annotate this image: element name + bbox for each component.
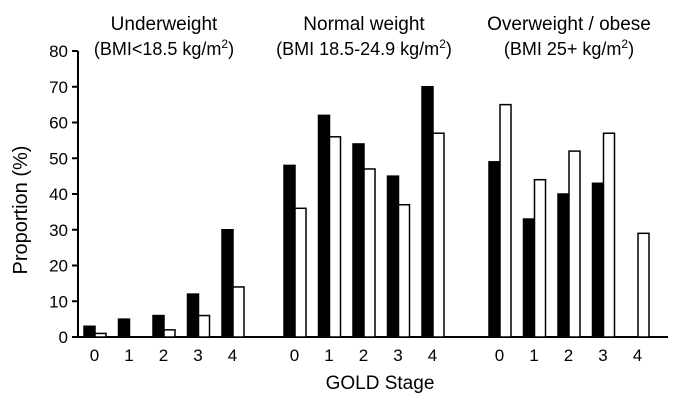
- y-tick-label-30: 30: [49, 221, 68, 240]
- group-0: [83, 229, 245, 338]
- x-axis-label: GOLD Stage: [326, 373, 435, 394]
- x-tick-label-g0-3: 3: [193, 346, 202, 365]
- bar-group0-filled-cat0: [83, 325, 96, 338]
- x-tick-label-g1-4: 4: [428, 346, 437, 365]
- x-tick-label-g2-1: 1: [529, 346, 538, 365]
- group-subtitle-1: (BMI 18.5-24.9 kg/m2): [276, 37, 452, 59]
- bar-group0-filled-cat3: [186, 293, 200, 338]
- bar-group2-filled-cat1: [522, 218, 536, 338]
- group-subtitle-0: (BMI<18.5 kg/m2): [94, 37, 234, 59]
- bar-group0-open-cat0: [94, 332, 107, 338]
- y-axis-label: Proportion (%): [10, 146, 32, 275]
- x-tick-label-g0-2: 2: [159, 346, 168, 365]
- bar-group1-filled-cat3: [386, 175, 400, 338]
- bar-group2-filled-cat0: [488, 161, 501, 338]
- bar-group1-open-cat1: [328, 136, 342, 338]
- x-tick-label-g2-2: 2: [564, 346, 573, 365]
- bar-group1-filled-cat1: [317, 114, 331, 338]
- bar-group2-open-cat2: [568, 150, 581, 338]
- y-tick-label-40: 40: [49, 185, 68, 204]
- group-2: [488, 103, 650, 338]
- x-tick-label-g0-0: 0: [90, 346, 99, 365]
- bar-group1-filled-cat0: [283, 164, 296, 338]
- y-tick-label-20: 20: [49, 257, 68, 276]
- y-tick-label-60: 60: [49, 114, 68, 133]
- bar-group0-open-cat3: [197, 314, 211, 338]
- group-subtitle-2: (BMI 25+ kg/m2): [504, 37, 634, 59]
- bar-group0-open-cat4: [232, 286, 245, 338]
- x-tick-label-g0-1: 1: [124, 346, 133, 365]
- x-tick-label-g1-1: 1: [324, 346, 333, 365]
- x-tick-label-g2-0: 0: [495, 346, 504, 365]
- bar-group2-filled-cat3: [591, 182, 605, 338]
- bar-group1-open-cat3: [397, 203, 411, 338]
- bar-group1-open-cat0: [294, 207, 307, 338]
- bar-group2-open-cat4: [637, 232, 650, 338]
- group-title-1: Normal weight: [303, 14, 425, 35]
- x-tick-label-g1-0: 0: [290, 346, 299, 365]
- x-tick-label-g2-3: 3: [598, 346, 607, 365]
- group-title-2: Overweight / obese: [487, 14, 651, 35]
- bar-group0-open-cat2: [163, 329, 176, 338]
- bar-group0-filled-cat4: [221, 229, 234, 338]
- bar-group2-open-cat1: [533, 178, 547, 338]
- x-tick-label-g0-4: 4: [228, 346, 237, 365]
- x-tick-label-g1-3: 3: [393, 346, 402, 365]
- bar-group2-open-cat3: [602, 132, 616, 338]
- group-1: [283, 86, 445, 338]
- x-tick-label-g2-4: 4: [633, 346, 642, 365]
- bar-group1-filled-cat2: [352, 143, 365, 338]
- bar-group0-filled-cat1: [117, 318, 131, 338]
- y-tick-label-0: 0: [59, 328, 68, 347]
- group-title-0: Underweight: [111, 14, 218, 35]
- y-tick-label-10: 10: [49, 292, 68, 311]
- x-tick-label-g1-2: 2: [359, 346, 368, 365]
- bars: [83, 86, 650, 338]
- y-tick-label-70: 70: [49, 78, 68, 97]
- bar-group1-open-cat2: [363, 168, 376, 338]
- bar-group0-filled-cat2: [152, 314, 165, 338]
- y-tick-label-80: 80: [49, 42, 68, 61]
- bar-group2-open-cat0: [499, 103, 512, 338]
- bar-group2-filled-cat2: [557, 193, 570, 338]
- bar-group1-filled-cat4: [421, 86, 434, 338]
- bar-group1-open-cat4: [432, 132, 445, 338]
- y-tick-label-50: 50: [49, 149, 68, 168]
